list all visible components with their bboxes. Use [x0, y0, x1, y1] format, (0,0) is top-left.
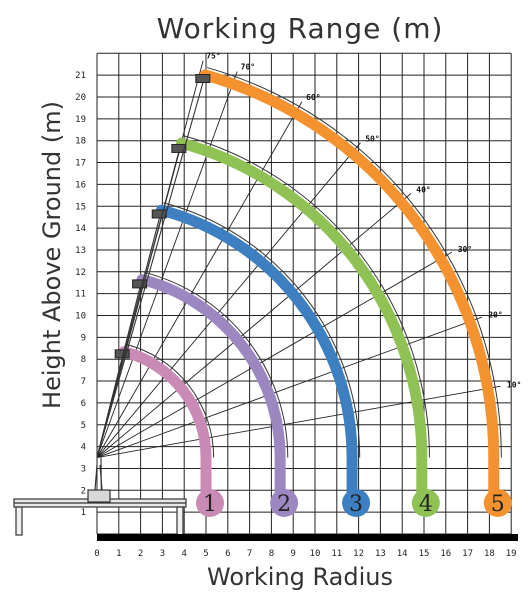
y-tick-label: 9 — [81, 333, 86, 343]
grid — [96, 52, 512, 535]
angle-rays — [96, 60, 501, 458]
y-tick-label: 4 — [81, 443, 86, 453]
angle-ray — [96, 385, 501, 458]
y-tick-label: 3 — [81, 464, 86, 474]
x-tick-label: 13 — [375, 549, 386, 559]
y-tick-label: 21 — [75, 71, 86, 81]
angle-label: 70° — [241, 62, 255, 71]
y-tick-label: 11 — [75, 290, 86, 300]
x-tick-label: 9 — [290, 549, 295, 559]
angle-label: 60° — [306, 93, 320, 102]
angle-labels: 75° 70° 60° 50° 40° 30° 20° 10° — [206, 52, 521, 390]
boom-badge-label: 5 — [491, 492, 505, 517]
x-tick-label: 8 — [269, 549, 274, 559]
truck-chassis — [13, 464, 187, 536]
x-tick-label: 17 — [462, 549, 473, 559]
boom-badge-label: 2 — [277, 492, 291, 517]
angle-label: 40° — [416, 186, 430, 195]
boom-badge-label: 4 — [419, 492, 433, 517]
range-envelope-arc — [143, 271, 289, 458]
x-tick-label: 2 — [138, 549, 143, 559]
angle-label: 20° — [488, 311, 502, 320]
y-tick-label: 19 — [75, 115, 86, 125]
y-tick-label: 13 — [75, 246, 86, 256]
x-tick-labels: 0 1 2 3 4 5 6 7 8 9 10 11 12 13 14 15 16 17 18 19 — [94, 549, 516, 559]
x-tick-label: 5 — [203, 549, 208, 559]
boom-badge-5 — [483, 489, 512, 517]
angle-ray — [96, 193, 412, 458]
boom-badge-3 — [342, 489, 371, 517]
boom-badges: 1 2 3 4 5 — [196, 489, 512, 517]
range-arc-5 — [199, 69, 500, 514]
y-tick-label: 2 — [81, 486, 86, 496]
boom-badge-2 — [270, 489, 299, 517]
angle-ray — [96, 142, 361, 458]
x-tick-label: 6 — [225, 549, 230, 559]
y-tick-label: 5 — [81, 421, 86, 431]
boom-line-5 — [96, 79, 205, 458]
angle-ray — [96, 101, 303, 458]
range-arc-3 — [155, 204, 358, 514]
y-tick-label: 10 — [75, 312, 86, 322]
angle-ray — [96, 316, 483, 458]
range-arc-2 — [136, 274, 286, 514]
y-tick-label: 8 — [81, 355, 86, 365]
x-tick-label: 3 — [160, 549, 165, 559]
diagram-title: Working Range (m) — [157, 12, 444, 45]
x-tick-label: 12 — [353, 549, 364, 559]
boom-badge-1 — [196, 489, 224, 517]
x-tick-label: 10 — [310, 549, 321, 559]
x-tick-label: 19 — [506, 549, 517, 559]
x-tick-label: 4 — [181, 549, 186, 559]
y-tick-label: 6 — [81, 399, 86, 409]
range-arc-1 — [118, 346, 212, 514]
y-tick-label: 12 — [75, 268, 86, 278]
y-tick-label: 20 — [75, 93, 86, 103]
range-envelope-arc — [183, 135, 430, 458]
boom-badge-label: 1 — [203, 492, 217, 517]
outer-arcs — [125, 67, 502, 458]
y-tick-label: 16 — [75, 180, 86, 190]
x-tick-label: 14 — [397, 549, 408, 559]
range-arcs — [118, 69, 500, 514]
x-tick-label: 18 — [484, 549, 495, 559]
range-envelope-arc — [207, 67, 502, 458]
angle-label: 10° — [507, 380, 521, 389]
boom-badge-label: 3 — [349, 492, 363, 517]
y-tick-label: 18 — [75, 137, 86, 147]
angle-label: 30° — [458, 245, 472, 254]
x-tick-label: 0 — [94, 549, 99, 559]
y-tick-label: 1 — [81, 508, 86, 518]
y-axis-label: Height Above Ground (m) — [38, 101, 66, 409]
boom-badge-4 — [411, 489, 440, 517]
angle-label: 50° — [365, 135, 379, 144]
boom-line-4 — [96, 149, 181, 458]
y-tick-label: 17 — [75, 159, 86, 169]
x-tick-label: 7 — [247, 549, 252, 559]
x-tick-label: 11 — [331, 549, 342, 559]
boom-head-5 — [195, 74, 211, 84]
y-tick-label: 7 — [81, 377, 86, 387]
y-tick-label: 15 — [75, 202, 86, 212]
range-envelope-arc — [163, 202, 361, 458]
angle-ray — [96, 251, 453, 458]
angle-label: 75° — [206, 52, 220, 61]
range-envelope-arc — [125, 343, 215, 458]
y-tick-label: 14 — [75, 224, 86, 234]
ground-bar — [97, 534, 518, 541]
boom-head-4 — [171, 143, 187, 153]
x-tick-label: 15 — [419, 549, 430, 559]
x-axis-label: Working Radius — [207, 563, 393, 591]
angle-ray — [96, 71, 238, 458]
x-tick-label: 16 — [440, 549, 451, 559]
x-tick-label: 1 — [116, 549, 121, 559]
boom-head-3 — [151, 209, 167, 219]
range-arc-4 — [176, 137, 428, 514]
